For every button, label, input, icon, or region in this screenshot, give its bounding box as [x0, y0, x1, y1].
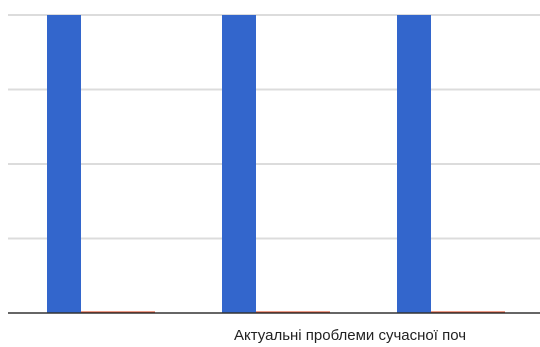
x-tick-label: Актуальні проблеми сучасної поч: [234, 327, 466, 344]
bar-series-1-category-3: [397, 15, 431, 313]
gridlines: [8, 14, 540, 240]
bar-series-1-category-1: [47, 15, 81, 313]
bar-series-1-category-2: [222, 15, 256, 313]
